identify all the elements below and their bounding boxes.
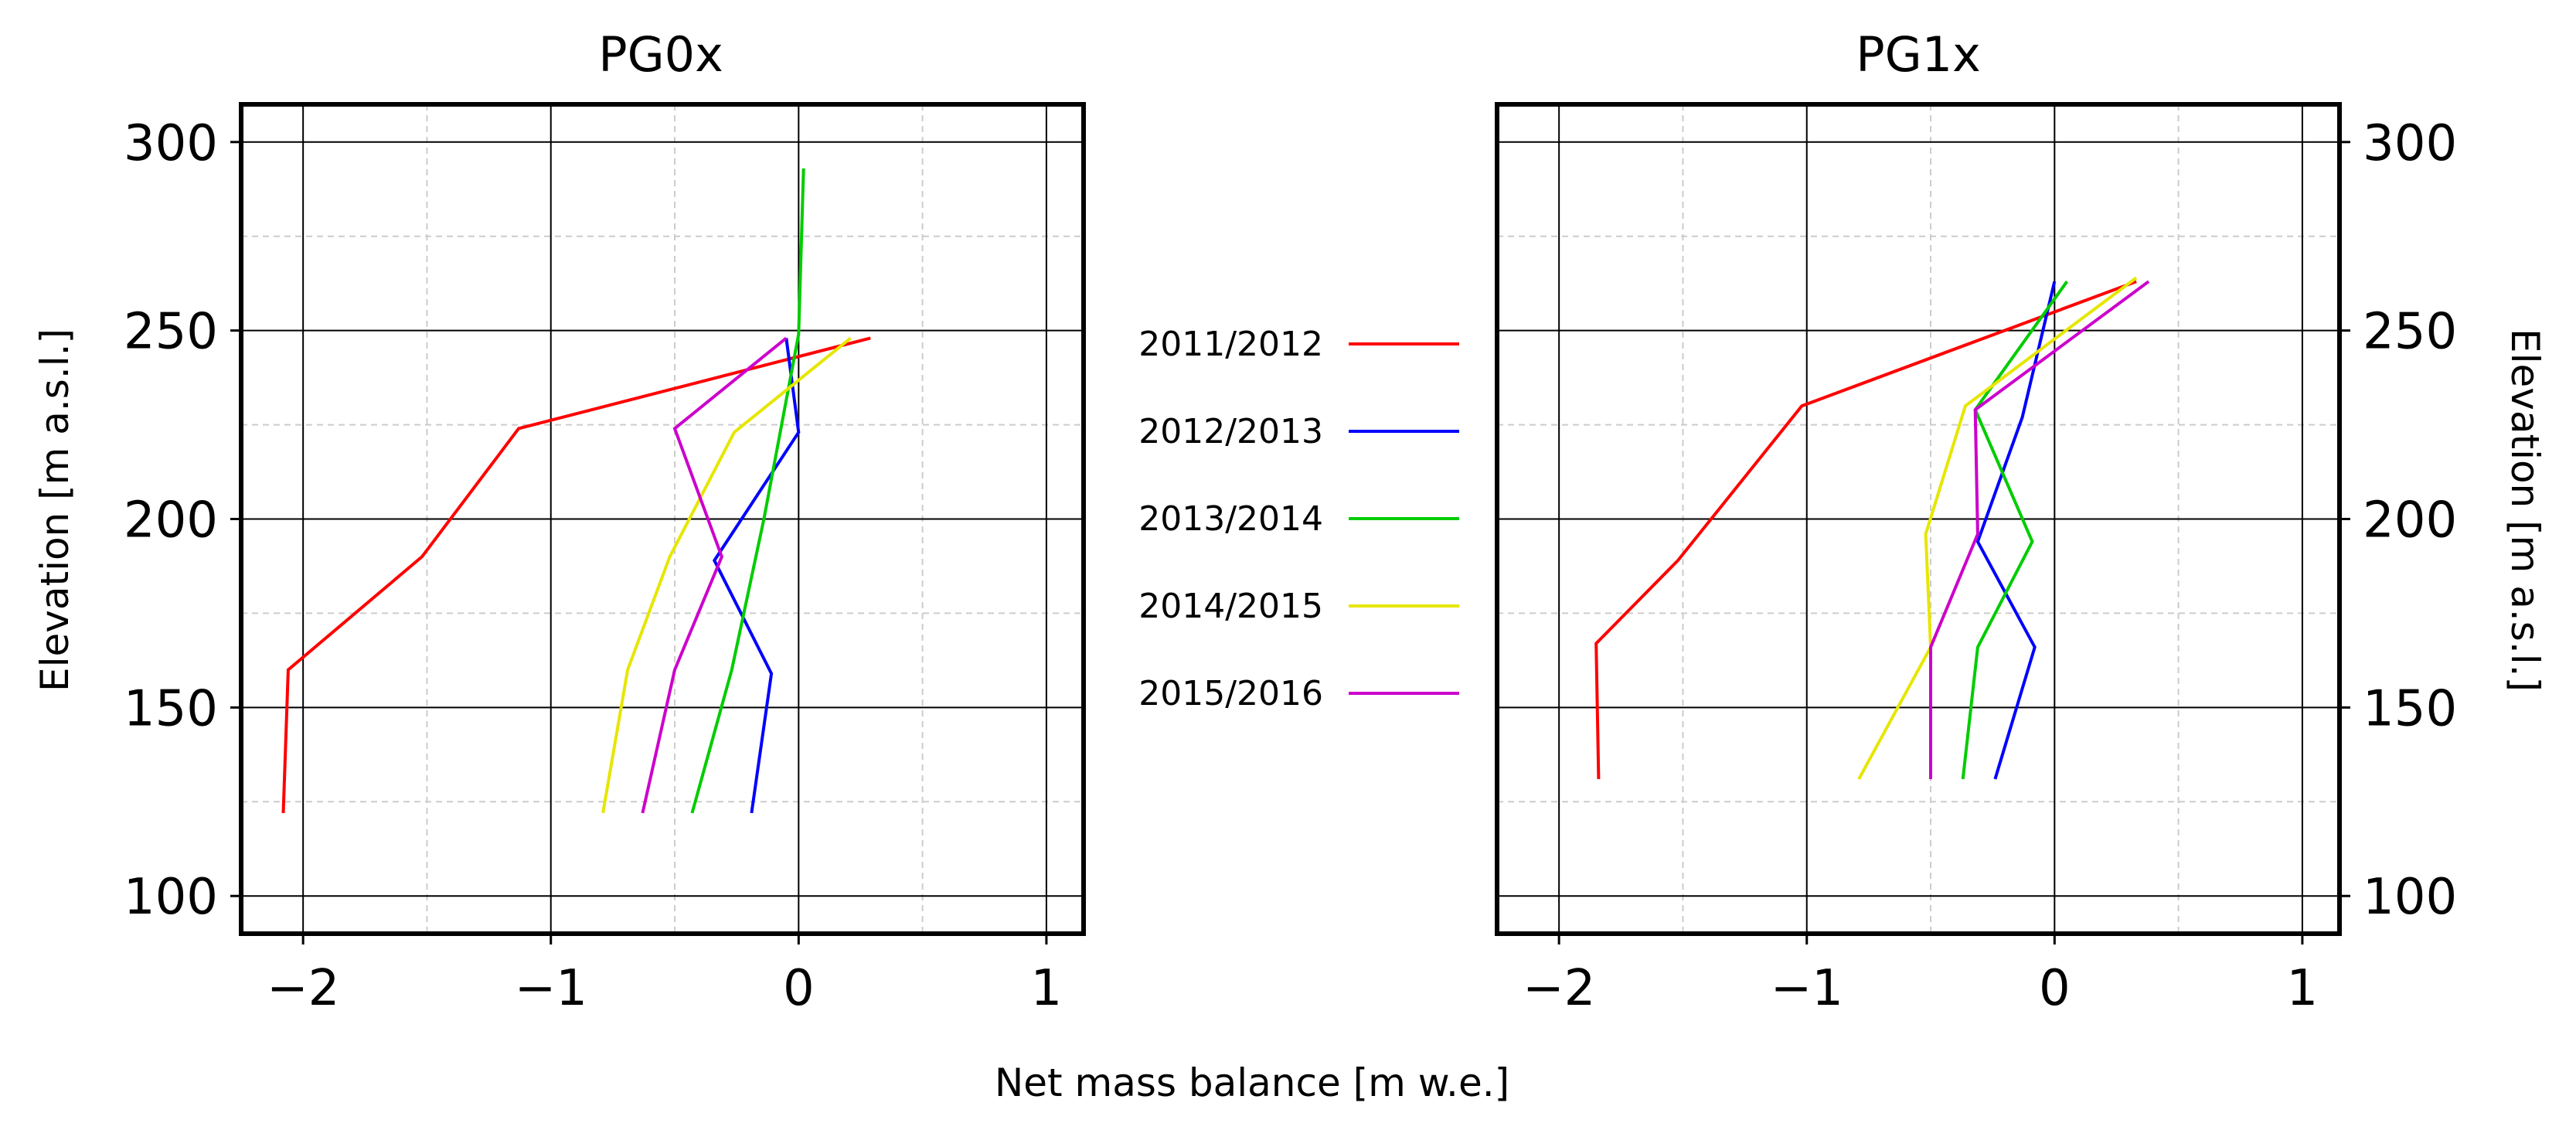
y-tick-label-pg0x: 150: [124, 680, 218, 737]
series-line-pg1x-2014-2015: [1857, 276, 2138, 780]
grid-pg0x: [241, 104, 1084, 934]
y-tick-label-pg0x: 300: [124, 115, 218, 172]
legend-item-2014-2015: 2014/2015: [1138, 587, 1459, 626]
series-line-pg0x-2014-2015: [601, 336, 852, 814]
panel-pg1x: PG1x −2 −1 0 1 100 150 200 250 300: [1495, 26, 2457, 1017]
series-line-pg0x-2015-2016: [641, 336, 788, 814]
series-line-pg0x-2012-2013: [712, 338, 801, 814]
legend-label: 2012/2013: [1138, 412, 1323, 451]
x-tick-label-pg1x: 0: [2039, 960, 2071, 1017]
shared-x-axis-title: Net mass balance [m w.e.]: [995, 1060, 1509, 1105]
legend-label: 2011/2012: [1138, 325, 1323, 364]
legend: 2011/2012 2012/2013 2013/2014 2014/2015 2015…: [1138, 325, 1459, 713]
panel-title-pg1x: PG1x: [1856, 26, 1981, 83]
series-line-pg0x-2011-2012: [281, 336, 871, 813]
x-tick-label-pg0x: 0: [783, 960, 815, 1017]
ticks-pg1x: −2 −1 0 1 100 150 200 250 300: [1523, 115, 2457, 1017]
y-tick-label-pg1x: 250: [2363, 304, 2457, 361]
series-line-pg1x-2012-2013: [1975, 281, 2057, 780]
panel-pg0x: PG0x −2 −1 0 1 100 150 200 250 300: [124, 26, 1086, 1017]
series-line-pg1x-2013-2014: [1961, 281, 2069, 780]
x-tick-label-pg0x: −1: [515, 960, 587, 1017]
ticks-pg0x: −2 −1 0 1 100 150 200 250 300: [124, 115, 1062, 1017]
y-tick-label-pg1x: 300: [2363, 115, 2457, 172]
y-tick-label-pg1x: 100: [2363, 869, 2457, 926]
x-tick-label-pg1x: −1: [1771, 960, 1843, 1017]
series-group-pg0x: [281, 168, 871, 814]
legend-label: 2013/2014: [1138, 499, 1323, 539]
left-y-axis-title: Elevation [m a.s.l.]: [32, 328, 77, 692]
y-tick-label-pg1x: 200: [2363, 492, 2457, 550]
series-line-pg0x-2013-2014: [690, 168, 805, 814]
x-tick-label-pg1x: −2: [1523, 960, 1595, 1017]
grid-pg1x: [1497, 104, 2339, 934]
legend-item-2015-2016: 2015/2016: [1138, 674, 1459, 713]
panel-title-pg0x: PG0x: [598, 26, 723, 83]
legend-item-2013-2014: 2013/2014: [1138, 499, 1459, 539]
legend-item-2011-2012: 2011/2012: [1138, 325, 1459, 364]
y-tick-label-pg0x: 200: [124, 492, 218, 550]
legend-label: 2014/2015: [1138, 587, 1323, 626]
series-line-pg1x-2011-2012: [1594, 280, 2137, 780]
y-tick-label-pg0x: 250: [124, 304, 218, 361]
x-tick-label-pg1x: 1: [2287, 960, 2319, 1017]
y-tick-label-pg1x: 150: [2363, 680, 2457, 737]
y-tick-label-pg0x: 100: [124, 869, 218, 926]
right-y-axis-title: Elevation [m a.s.l.]: [2503, 328, 2547, 692]
series-group-pg1x: [1594, 276, 2150, 780]
x-tick-label-pg0x: −2: [267, 960, 339, 1017]
x-tick-label-pg0x: 1: [1031, 960, 1063, 1017]
legend-item-2012-2013: 2012/2013: [1138, 412, 1459, 451]
legend-label: 2015/2016: [1138, 674, 1323, 713]
series-line-pg1x-2015-2016: [1929, 280, 2150, 779]
